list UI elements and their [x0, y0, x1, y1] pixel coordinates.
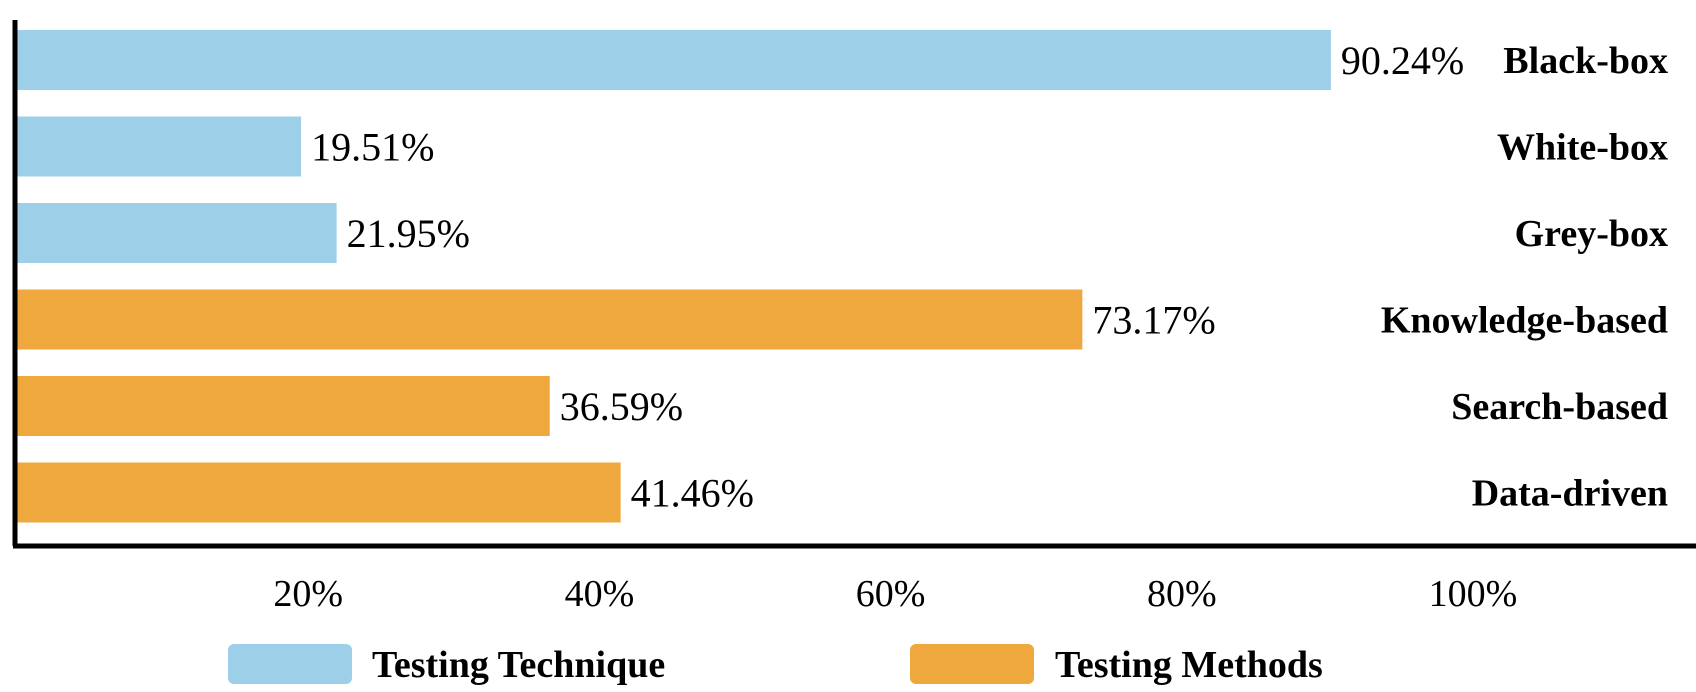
- category-label-search-based: Search-based: [1451, 386, 1668, 428]
- bar-grey-box: [17, 203, 337, 263]
- bar-white-box: [17, 116, 302, 177]
- legend-swatch-testing-technique: [228, 644, 352, 684]
- x-tick-label-60: 60%: [856, 573, 926, 615]
- bar-black-box: [17, 30, 1331, 90]
- value-label-search-based: 36.59%: [560, 384, 683, 429]
- value-label-grey-box: 21.95%: [347, 211, 470, 256]
- category-label-white-box: White-box: [1497, 127, 1668, 169]
- category-label-grey-box: Grey-box: [1515, 213, 1668, 255]
- x-tick-label-80: 80%: [1147, 573, 1217, 615]
- value-label-data-driven: 41.46%: [631, 471, 754, 516]
- x-tick-label-100: 100%: [1429, 573, 1518, 615]
- labels-layer: 90.24% Black-box 19.51% White-box 21.95% Grey…: [311, 38, 1668, 516]
- legend-swatch-testing-methods: [910, 644, 1034, 684]
- bars-layer: [17, 30, 1331, 523]
- ticks-layer: 20% 40% 60% 80% 100%: [273, 573, 1517, 615]
- value-label-knowledge-based: 73.17%: [1092, 298, 1215, 343]
- legend-label-testing-technique: Testing Technique: [372, 644, 665, 686]
- value-label-white-box: 19.51%: [311, 125, 434, 170]
- bar-knowledge-based: [17, 289, 1083, 350]
- legend: Testing Technique Testing Methods: [228, 644, 1323, 686]
- category-label-knowledge-based: Knowledge-based: [1381, 300, 1668, 342]
- x-tick-label-40: 40%: [565, 573, 635, 615]
- bar-search-based: [17, 376, 550, 436]
- bar-data-driven: [17, 462, 621, 523]
- category-label-data-driven: Data-driven: [1472, 473, 1668, 515]
- legend-label-testing-methods: Testing Methods: [1055, 644, 1323, 686]
- category-label-black-box: Black-box: [1503, 40, 1668, 82]
- x-tick-label-20: 20%: [273, 573, 343, 615]
- value-label-black-box: 90.24%: [1341, 38, 1464, 83]
